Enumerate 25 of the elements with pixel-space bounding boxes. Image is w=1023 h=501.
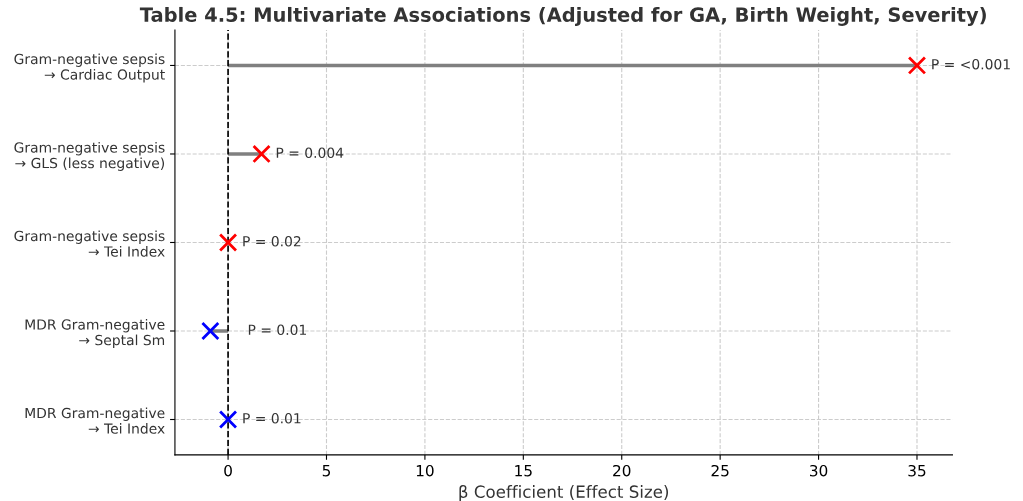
- y-tick-label: Gram-negative sepsis → Tei Index: [14, 230, 165, 257]
- annotation: P = <0.001: [932, 58, 1010, 70]
- y-tick-label: Gram-negative sepsis → Cardiac Output: [14, 53, 165, 83]
- x-tick-label: 5: [322, 465, 331, 477]
- point: [218, 233, 238, 252]
- point: [907, 56, 927, 75]
- annotation: P = 0.01: [248, 324, 307, 336]
- y-tick-label: Gram-negative sepsis → GLS (less negative): [14, 141, 165, 171]
- annotation: P = 0.01: [243, 413, 301, 424]
- x-tick-label: 30: [810, 464, 828, 477]
- chart-title: Table 4.5: Multivariate Associations (Adjusted for GA, Birth Weight, Severity): [139, 6, 986, 26]
- x-tick-label: 20: [613, 464, 631, 477]
- point: [201, 321, 220, 341]
- annotation: P = 0.02: [243, 236, 301, 247]
- y-tick-label: MDR Gram-negative → Septal Sm: [25, 319, 165, 348]
- x-tick-label: 15: [515, 465, 532, 477]
- annotation: P = 0.004: [276, 147, 344, 158]
- y-tick-label: MDR Gram-negative → Tei Index: [25, 407, 165, 434]
- x-tick-label: 10: [416, 464, 434, 477]
- point: [218, 410, 238, 429]
- x-tick-label: 0: [224, 464, 232, 477]
- x-tick-label: 35: [908, 464, 926, 477]
- x-tick-label: 25: [711, 464, 729, 477]
- point: [252, 144, 271, 164]
- x-axis-title: β Coefficient (Effect Size): [459, 484, 669, 501]
